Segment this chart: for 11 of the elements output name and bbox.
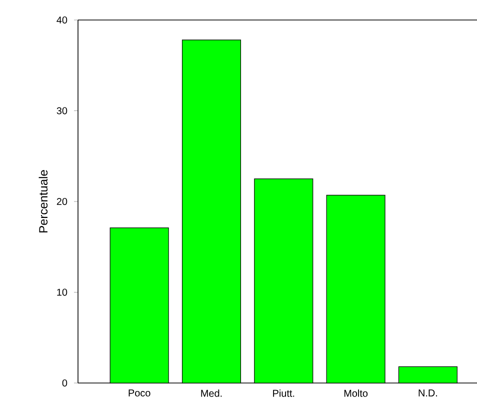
y-tick-label: 30	[56, 107, 68, 114]
x-tick-label: Molto	[344, 390, 368, 397]
x-tick-label: Med.	[201, 390, 222, 397]
y-tick-label: 10	[57, 288, 68, 296]
x-tick-label: Poco	[128, 390, 150, 396]
x-tick-label: N.D.	[418, 390, 437, 396]
y-tick-label: 40	[56, 16, 68, 24]
x-tick-label: Piutt.	[273, 390, 294, 397]
y-tick-label: 20	[56, 198, 68, 206]
y-tick-label: 0	[62, 379, 68, 387]
y-axis-title: Percentuale	[38, 170, 48, 232]
